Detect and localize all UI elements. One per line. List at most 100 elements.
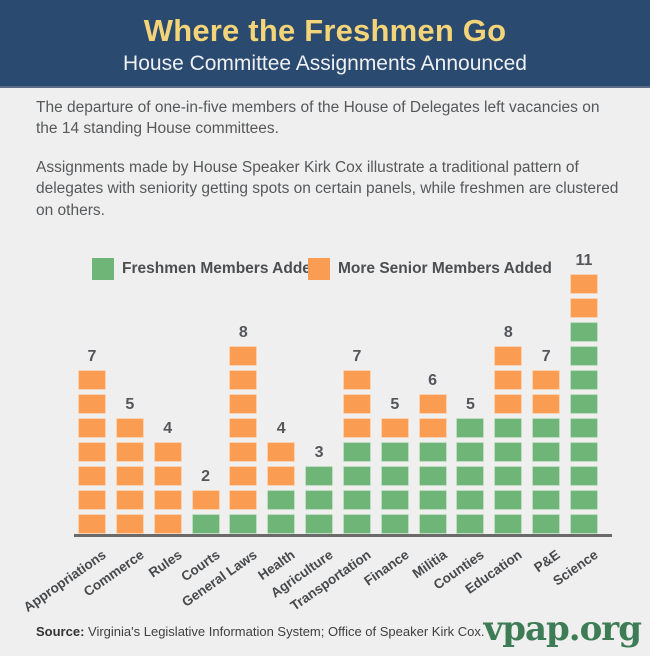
vpap-logo: vpap.org	[483, 609, 642, 649]
freshmen-block	[570, 322, 598, 342]
x-label-general-laws: General Laws	[179, 547, 260, 610]
senior-block	[494, 346, 523, 366]
freshmen-block	[456, 442, 485, 462]
freshmen-block	[570, 442, 598, 462]
freshmen-block	[494, 514, 523, 534]
freshmen-block	[342, 490, 371, 510]
x-label-agriculture: Agriculture	[268, 547, 336, 601]
freshmen-block	[570, 514, 598, 534]
x-label-health: Health	[255, 547, 298, 583]
x-label-finance: Finance	[360, 547, 412, 589]
legend-label-freshmen: Freshmen Members Added	[122, 260, 321, 277]
bar-total-label: 4	[163, 420, 173, 437]
bar-column-health: 4	[267, 420, 296, 534]
freshmen-block	[532, 466, 561, 486]
bar-total-label: 8	[503, 324, 513, 341]
bar-column-science: 11	[570, 252, 598, 534]
page-title: Where the Freshmen Go	[143, 13, 507, 48]
senior-block	[78, 394, 106, 414]
freshmen-block	[418, 442, 447, 462]
freshmen-block	[532, 418, 561, 438]
freshmen-block	[418, 490, 447, 510]
freshmen-block	[494, 466, 523, 486]
freshmen-block	[305, 514, 334, 534]
bar-column-rules: 4	[153, 420, 182, 534]
senior-block	[229, 442, 258, 462]
bar-chart: 7 5 4 2 8 4 3 7 5 6 5 8 7 11	[78, 248, 598, 534]
freshmen-block	[342, 442, 371, 462]
freshmen-block	[456, 418, 485, 438]
page-subtitle: House Committee Assignments Announced	[123, 52, 527, 75]
freshmen-block	[380, 514, 409, 534]
bar-total-label: 3	[314, 444, 324, 461]
senior-block	[267, 466, 296, 486]
senior-block	[494, 394, 523, 414]
bar-column-general-laws: 8	[229, 324, 258, 534]
freshmen-block	[418, 514, 447, 534]
senior-block	[229, 394, 258, 414]
freshmen-block	[494, 442, 523, 462]
freshmen-block	[267, 490, 296, 510]
bar-column-militia: 6	[418, 372, 447, 534]
freshmen-color-swatch	[92, 258, 114, 280]
bar-total-label: 7	[87, 348, 97, 365]
bar-total-label: 11	[575, 252, 593, 269]
freshmen-block	[342, 514, 371, 534]
senior-block	[342, 418, 371, 438]
bar-total-label: 5	[390, 396, 400, 413]
senior-block	[229, 346, 258, 366]
freshmen-block	[570, 490, 598, 510]
intro-paragraph-1: The departure of one-in-five members of …	[36, 99, 600, 138]
legend-label-senior: More Senior Members Added	[338, 260, 552, 277]
x-label-rules: Rules	[145, 547, 185, 581]
senior-block	[115, 514, 144, 534]
bar-column-appropriations: 7	[78, 348, 106, 534]
bar-total-label: 4	[276, 420, 286, 437]
source-text: Virginia's Legislative Information Syste…	[84, 624, 485, 639]
senior-block	[115, 442, 144, 462]
bar-total-label: 7	[352, 348, 362, 365]
freshmen-block	[380, 442, 409, 462]
freshmen-block	[494, 490, 523, 510]
x-label-p-e: P&E	[531, 547, 563, 576]
senior-block	[78, 442, 106, 462]
freshmen-block	[380, 490, 409, 510]
senior-block	[532, 370, 561, 390]
senior-block	[78, 418, 106, 438]
freshmen-block	[532, 490, 561, 510]
senior-block	[380, 418, 409, 438]
senior-block	[570, 298, 598, 318]
bar-column-counties: 5	[456, 396, 485, 534]
senior-block	[570, 274, 598, 294]
senior-block	[115, 490, 144, 510]
bar-total-label: 8	[238, 324, 248, 341]
intro-text: The departure of one-in-five members of …	[36, 97, 621, 221]
x-label-appropriations: Appropriations	[20, 547, 109, 615]
bar-total-label: 5	[125, 396, 135, 413]
bar-total-label: 2	[201, 468, 210, 485]
freshmen-block	[342, 466, 371, 486]
senior-block	[115, 466, 144, 486]
bar-total-label: 5	[466, 396, 475, 413]
bar-column-finance: 5	[380, 396, 409, 534]
freshmen-block	[229, 514, 258, 534]
senior-block	[342, 370, 371, 390]
senior-color-swatch	[308, 258, 330, 280]
bar-total-label: 6	[428, 372, 438, 389]
bar-column-p-e: 7	[532, 348, 561, 534]
senior-block	[115, 418, 144, 438]
freshmen-block	[380, 466, 409, 486]
freshmen-block	[570, 346, 598, 366]
bar-column-education: 8	[494, 324, 523, 534]
senior-block	[78, 370, 106, 390]
legend-item-freshmen: Freshmen Members Added	[92, 258, 320, 280]
x-label-counties: Counties	[431, 547, 488, 593]
senior-block	[78, 514, 106, 534]
freshmen-block	[570, 370, 598, 390]
senior-block	[153, 442, 182, 462]
freshmen-block	[456, 490, 485, 510]
x-label-commerce: Commerce	[80, 547, 147, 600]
senior-block	[229, 490, 258, 510]
freshmen-block	[570, 394, 598, 414]
freshmen-block	[191, 514, 220, 534]
